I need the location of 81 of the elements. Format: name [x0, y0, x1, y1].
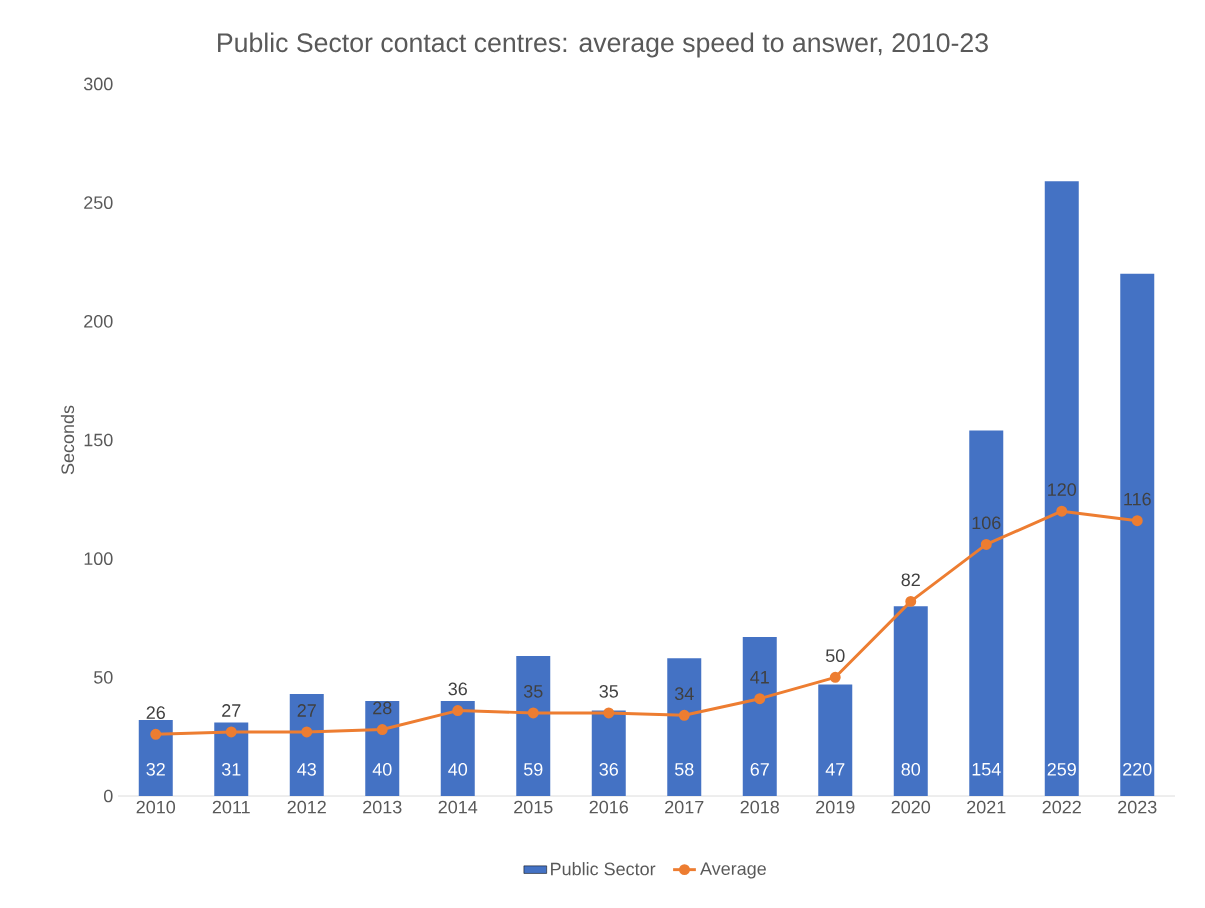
bar — [289, 693, 324, 796]
data-label: 34 — [674, 687, 694, 701]
y-tick-label: 200 — [84, 314, 113, 328]
data-label: 47 — [825, 763, 845, 776]
data-label: 35 — [599, 684, 619, 698]
bar — [516, 655, 551, 796]
data-label: 31 — [221, 762, 241, 776]
y-tick-label: 0 — [104, 789, 113, 803]
y-tick-label: 100 — [84, 552, 113, 566]
bar — [893, 606, 928, 796]
data-label: 154 — [972, 763, 1001, 776]
data-label: 50 — [825, 649, 845, 663]
y-tick-label: 300 — [83, 77, 113, 91]
data-label: 43 — [297, 762, 316, 776]
point — [603, 707, 615, 719]
x-tick-label: 2023 — [1118, 800, 1157, 814]
x-tick-label: 2015 — [514, 800, 553, 814]
x-tick-label: 2017 — [665, 800, 704, 814]
bar — [742, 636, 777, 796]
point — [1056, 505, 1068, 517]
point — [301, 726, 313, 738]
point — [980, 538, 992, 550]
bar — [969, 430, 1004, 796]
data-label: 40 — [448, 762, 468, 776]
point — [905, 595, 917, 607]
y-tick-label: 150 — [84, 433, 113, 447]
x-tick-label: 2013 — [363, 800, 402, 814]
chart-title: Public Sector contact centres: average speed to answer, 2010-23 — [218, 32, 988, 58]
point — [754, 693, 766, 705]
x-tick-label: 2010 — [136, 800, 176, 814]
x-tick-label: 2011 — [212, 800, 250, 814]
data-label: 26 — [146, 706, 165, 720]
point — [376, 724, 388, 736]
bar — [667, 658, 702, 796]
legend-label: Public Sector — [551, 862, 656, 876]
data-label: 116 — [1124, 492, 1151, 506]
data-label: 35 — [523, 684, 543, 698]
data-label: 41 — [750, 671, 769, 684]
point — [829, 671, 841, 683]
data-label: 59 — [523, 762, 543, 776]
bar — [591, 710, 626, 796]
x-tick-label: 2016 — [589, 800, 628, 814]
y-tick-label: 50 — [93, 670, 113, 684]
point — [225, 726, 237, 738]
x-tick-label: 2018 — [740, 800, 779, 814]
data-label: 36 — [599, 762, 618, 776]
data-label: 80 — [901, 762, 921, 776]
point — [150, 728, 162, 740]
legend-label: Average — [700, 862, 766, 879]
x-tick-label: 2012 — [287, 800, 326, 814]
point — [452, 705, 464, 717]
data-label: 58 — [674, 762, 694, 776]
data-label: 36 — [448, 682, 467, 696]
data-label: 28 — [373, 701, 392, 715]
data-label: 220 — [1123, 762, 1152, 776]
data-label: 259 — [1047, 762, 1076, 776]
data-label: 40 — [372, 762, 392, 776]
point — [527, 707, 539, 719]
data-label: 67 — [750, 762, 769, 776]
bar — [818, 684, 853, 796]
bar — [1044, 181, 1079, 796]
bar — [138, 720, 173, 796]
x-tick-label: 2021 — [967, 800, 1006, 814]
y-axis-title: Seconds — [60, 405, 75, 475]
point — [678, 709, 690, 721]
data-label: 82 — [901, 573, 920, 587]
x-tick-label: 2022 — [1042, 800, 1081, 814]
x-tick-label: 2020 — [891, 800, 931, 814]
data-label: 106 — [972, 516, 1001, 530]
bar — [214, 722, 249, 796]
point — [1131, 515, 1143, 527]
data-label: 27 — [222, 704, 241, 717]
bar — [440, 701, 475, 796]
data-label: 27 — [297, 704, 316, 717]
data-label: 120 — [1048, 483, 1077, 496]
x-tick-label: 2019 — [816, 800, 855, 814]
bar — [1120, 273, 1155, 796]
x-tick-label: 2014 — [438, 800, 478, 814]
y-tick-label: 250 — [84, 196, 113, 210]
data-label: 32 — [146, 762, 165, 776]
bar — [365, 701, 400, 796]
